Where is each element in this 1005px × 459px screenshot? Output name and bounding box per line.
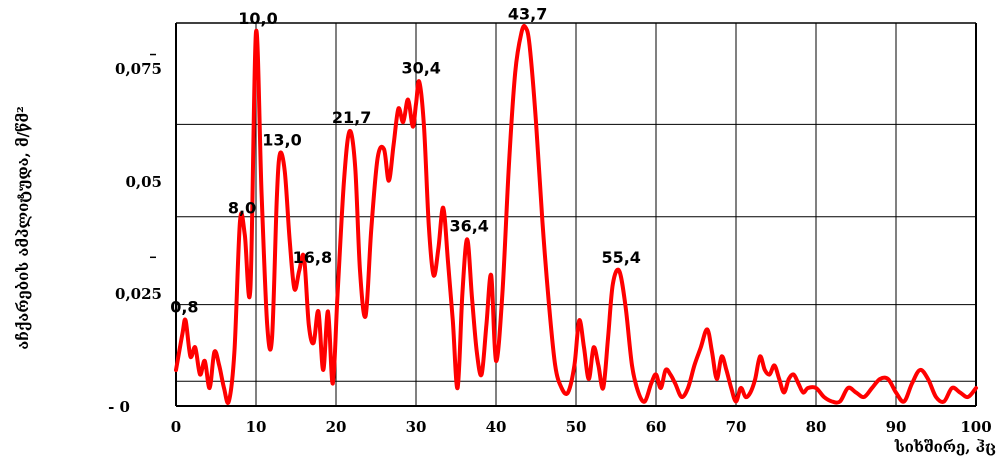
x-tick-label: 50 — [566, 418, 587, 436]
x-tick-label: 60 — [646, 418, 667, 436]
x-tick-label: 80 — [806, 418, 827, 436]
x-tick-label: 30 — [406, 418, 427, 436]
y-tick-label: 0,075 — [115, 60, 162, 78]
x-axis-title: სიხშირე, ჰც — [894, 438, 996, 456]
x-tick-label: 20 — [326, 418, 347, 436]
x-tick-label: 40 — [486, 418, 507, 436]
x-tick-label: 0 — [171, 418, 181, 436]
series-line — [174, 23, 978, 405]
y-axis-title: აჩქარების ამპლიტუდა, მ/წმ² — [14, 106, 32, 349]
y-tick-label: 0,025 — [115, 285, 162, 303]
peak-label: 43,7 — [508, 5, 547, 24]
y-tick-labels: - 0 0,025 0,05 0,075 — [108, 60, 162, 416]
x-tick-label: 10 — [246, 418, 267, 436]
x-tick-label: 70 — [726, 418, 747, 436]
peak-label: 16,8 — [293, 248, 332, 267]
peak-label: 13,0 — [262, 131, 301, 150]
peak-label: 55,4 — [601, 248, 640, 267]
peak-label: 10,0 — [238, 9, 277, 28]
y-tick-label: 0,05 — [125, 173, 162, 191]
peak-label: 8,0 — [228, 198, 256, 217]
peak-label: 0,8 — [170, 297, 198, 316]
y-tick-label: - 0 — [108, 398, 130, 416]
x-tick-labels: 0 10 20 30 40 50 60 70 80 90 100 — [171, 418, 992, 436]
peak-annotations: 0,8 8,0 10,0 13,0 16,8 21,7 30,4 36,4 43,7 55,4 — [170, 5, 641, 317]
peak-label: 30,4 — [401, 59, 440, 78]
x-tick-label: 90 — [886, 418, 907, 436]
grid — [150, 22, 977, 407]
peak-label: 21,7 — [332, 108, 371, 127]
x-tick-label: 100 — [960, 418, 991, 436]
peak-label: 36,4 — [449, 216, 488, 235]
